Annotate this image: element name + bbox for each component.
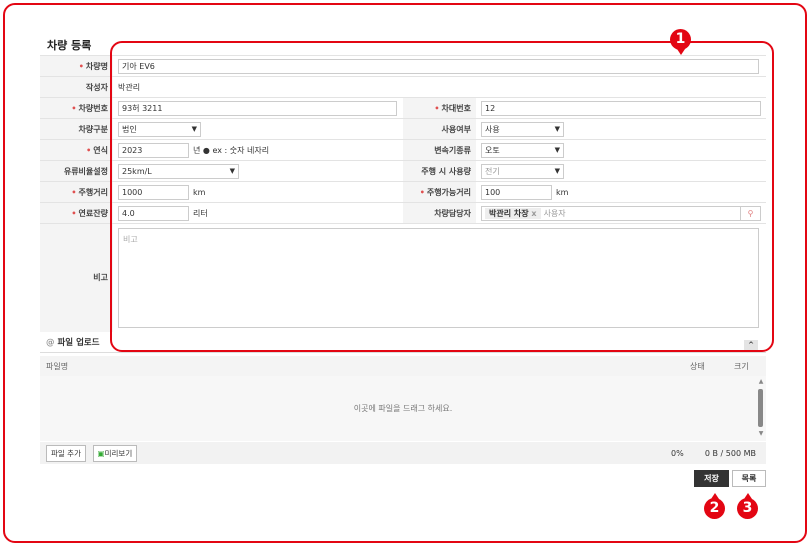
- preview-button[interactable]: ▣미리보기: [92, 445, 138, 462]
- chevron-down-icon: ▼: [554, 166, 560, 175]
- year-hint: ex : 숫자 네자리: [212, 145, 270, 155]
- manager-tag: 박관리 차장 x: [485, 207, 541, 219]
- collapse-icon[interactable]: ^: [744, 340, 758, 350]
- fuel-left-input[interactable]: 4.0: [118, 205, 189, 221]
- vehicle-type-select[interactable]: 법인 ▼: [118, 121, 201, 137]
- label-number: 차량번호: [78, 103, 108, 113]
- annotation-badge-2: 2: [704, 493, 725, 519]
- page-title: 차량 등록: [47, 39, 92, 52]
- vehicle-name-input[interactable]: 기아 EV6: [118, 58, 759, 74]
- fuel-type-select[interactable]: 전기 ▼: [481, 163, 564, 179]
- upload-percent: 0%: [671, 449, 684, 458]
- writer-value: 박관리: [118, 82, 141, 92]
- fuel-left-unit: 리터: [193, 208, 208, 218]
- vehicle-form: • 차량명 기아 EV6 작성자 박관리 • 차량번호 93허 3211 • 차대번호…: [40, 55, 766, 332]
- col-size: 크기: [734, 362, 749, 371]
- annotation-badge-1: 1: [670, 29, 691, 55]
- transmission-select[interactable]: 오토 ▼: [481, 142, 564, 158]
- fleet-no-input[interactable]: 12: [481, 100, 761, 116]
- chevron-down-icon: ▼: [554, 124, 560, 133]
- file-drop-zone[interactable]: 이곳에 파일을 드래그 하세요. ▲ ▼: [40, 376, 766, 441]
- label-writer: 작성자: [85, 82, 108, 92]
- year-unit: 년: [193, 145, 201, 155]
- label-fuel-type: 주행 시 사용량: [421, 166, 471, 176]
- file-table-header: 파일명 상태 크기: [40, 356, 766, 376]
- use-value: 사용: [485, 124, 500, 134]
- label-type: 차량구분: [78, 124, 108, 134]
- add-file-button[interactable]: 파일 추가: [46, 445, 86, 462]
- annotation-badge-3: 3: [737, 493, 758, 519]
- scrollbar[interactable]: ▲ ▼: [758, 378, 764, 437]
- fuel-ratio-select[interactable]: 25km/L ▼: [118, 163, 239, 179]
- range-unit: km: [556, 187, 569, 197]
- use-select[interactable]: 사용 ▼: [481, 121, 564, 137]
- upload-size: 0 B / 500 MB: [704, 449, 756, 458]
- file-footer: 파일 추가 ▣미리보기 0% 0 B / 500 MB: [40, 442, 766, 464]
- col-status: 상태: [690, 362, 705, 371]
- chevron-down-icon: ▼: [191, 124, 197, 133]
- drop-text: 이곳에 파일을 드래그 하세요.: [353, 404, 453, 413]
- list-button[interactable]: 목록: [732, 470, 766, 487]
- label-range: 주행가능거리: [426, 187, 471, 197]
- label-use: 사용여부: [441, 124, 471, 134]
- fuel-type-value: 전기: [485, 166, 500, 176]
- manager-input[interactable]: 박관리 차장 x 사용자 ⚲: [481, 205, 761, 221]
- vehicle-type-value: 법인: [122, 124, 137, 134]
- fuel-ratio-value: 25km/L: [122, 166, 152, 176]
- file-upload-header: @ 파일 업로드 ^: [40, 333, 766, 353]
- image-icon: ▣: [97, 449, 105, 458]
- chevron-down-icon: ▼: [229, 166, 235, 175]
- year-input[interactable]: 2023: [118, 142, 189, 158]
- save-button[interactable]: 저장: [694, 470, 729, 487]
- annotation-frame: [3, 3, 807, 543]
- vehicle-number-input[interactable]: 93허 3211: [118, 100, 397, 116]
- tag-remove-icon[interactable]: x: [531, 208, 537, 218]
- file-upload-title: 파일 업로드: [57, 338, 100, 348]
- user-search-icon[interactable]: ⚲: [740, 206, 760, 220]
- label-manager: 차량담당자: [434, 208, 471, 218]
- chevron-down-icon: ▼: [554, 145, 560, 154]
- range-input[interactable]: 100: [481, 184, 552, 200]
- label-name: 차량명: [85, 61, 108, 71]
- preview-label: 미리보기: [104, 449, 133, 458]
- label-year: 연식: [93, 145, 108, 155]
- mileage-unit: km: [193, 187, 206, 197]
- paperclip-icon: @: [46, 338, 55, 348]
- label-fuel-ratio: 유류비율설정: [63, 166, 108, 176]
- label-fleet-no: 차대번호: [441, 103, 471, 113]
- col-filename: 파일명: [46, 362, 69, 371]
- manager-placeholder: 사용자: [543, 208, 566, 218]
- note-textarea[interactable]: 비고: [118, 227, 759, 328]
- label-mileage: 주행거리: [78, 187, 108, 197]
- info-icon: ●: [202, 145, 210, 155]
- manager-tag-label: 박관리 차장: [489, 208, 529, 218]
- label-fuel-left: 연료잔량: [78, 208, 108, 218]
- transmission-value: 오토: [485, 145, 500, 155]
- label-transmission: 변속기종류: [434, 145, 471, 155]
- mileage-input[interactable]: 1000: [118, 184, 189, 200]
- label-note: 비고: [93, 273, 108, 283]
